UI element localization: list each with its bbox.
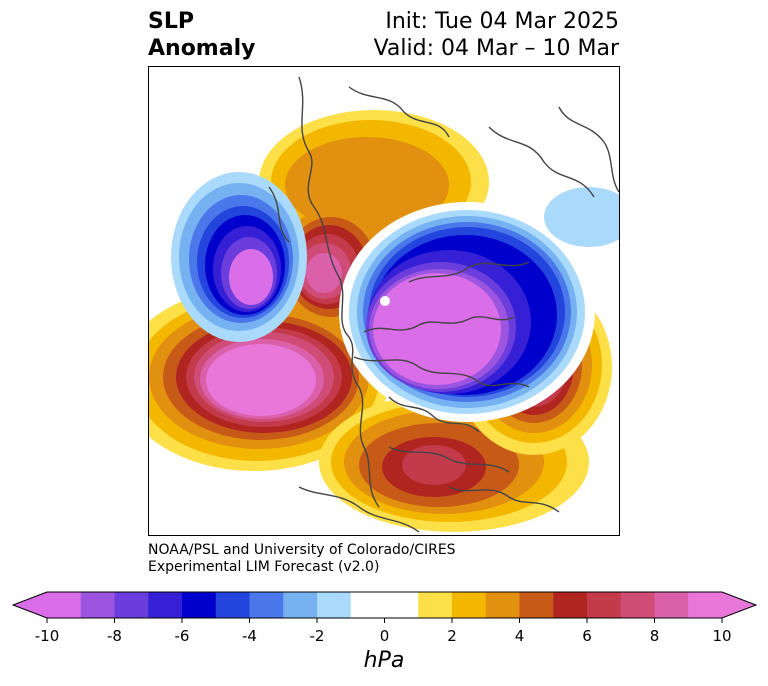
colorbar-tick-label: 4	[514, 627, 525, 645]
init-date-label: Init: Tue 04 Mar 2025	[385, 9, 619, 34]
map-canvas	[149, 76, 619, 533]
colorbar-tick-label: -4	[242, 627, 257, 645]
east-low-patch	[544, 187, 619, 247]
pole-marker	[380, 296, 390, 306]
credit-line-2: Experimental LIM Forecast (v2.0)	[148, 559, 380, 575]
colorbar-tick-label: -10	[34, 627, 60, 645]
colorbar-cell	[350, 592, 419, 618]
map-title-line-2: Anomaly	[148, 36, 256, 61]
southeast-us-high-anomaly	[319, 392, 589, 532]
colorbar-cell	[182, 592, 217, 618]
colorbar-cell	[148, 592, 183, 618]
colorbar-tick-label: -2	[309, 627, 325, 645]
colorbar-cell	[418, 592, 453, 618]
colorbar-cell	[215, 592, 250, 618]
colorbar-tick-label: 10	[712, 627, 732, 645]
valid-range-label: Valid: 04 Mar – 10 Mar	[373, 36, 619, 61]
colorbar-cell	[587, 592, 622, 618]
colorbar-tick-label: 6	[582, 627, 592, 645]
pacific-high-anomaly	[149, 287, 389, 471]
coastlines	[268, 76, 619, 533]
colorbar-cell	[553, 592, 588, 618]
map-title-line-1: SLP	[148, 9, 194, 34]
colorbar-tick-label: 0	[379, 627, 390, 645]
colorbar-cell	[688, 592, 723, 618]
colorbar-cell	[317, 592, 352, 618]
colorbar-tick-label: -8	[107, 627, 122, 645]
colorbar-cell	[654, 592, 689, 618]
colorbar-over-arrow	[722, 592, 756, 618]
colorbar-tick-label: -6	[174, 627, 190, 645]
colorbar-cell	[485, 592, 520, 618]
colorbar-tick-label: 8	[649, 627, 660, 645]
colorbar-cell	[452, 592, 487, 618]
colorbar-cell	[249, 592, 284, 618]
colorbar	[11, 591, 758, 623]
northeast-pacific-low-anomaly	[171, 172, 307, 342]
colorbar-under-arrow	[13, 592, 47, 618]
credit-line-1: NOAA/PSL and University of Colorado/CIRE…	[148, 542, 456, 558]
colorbar-cell	[283, 592, 318, 618]
colorbar-cell	[47, 592, 82, 618]
colorbar-unit-label: hPa	[363, 648, 405, 673]
colorbar-tick-label: 2	[447, 627, 457, 645]
colorbar-cell	[80, 592, 115, 618]
polar-low-anomaly	[339, 202, 595, 422]
colorbar-cell	[519, 592, 554, 618]
colorbar-cell	[620, 592, 655, 618]
colorbar-cell	[114, 592, 149, 618]
slp-anomaly-map	[148, 66, 620, 536]
